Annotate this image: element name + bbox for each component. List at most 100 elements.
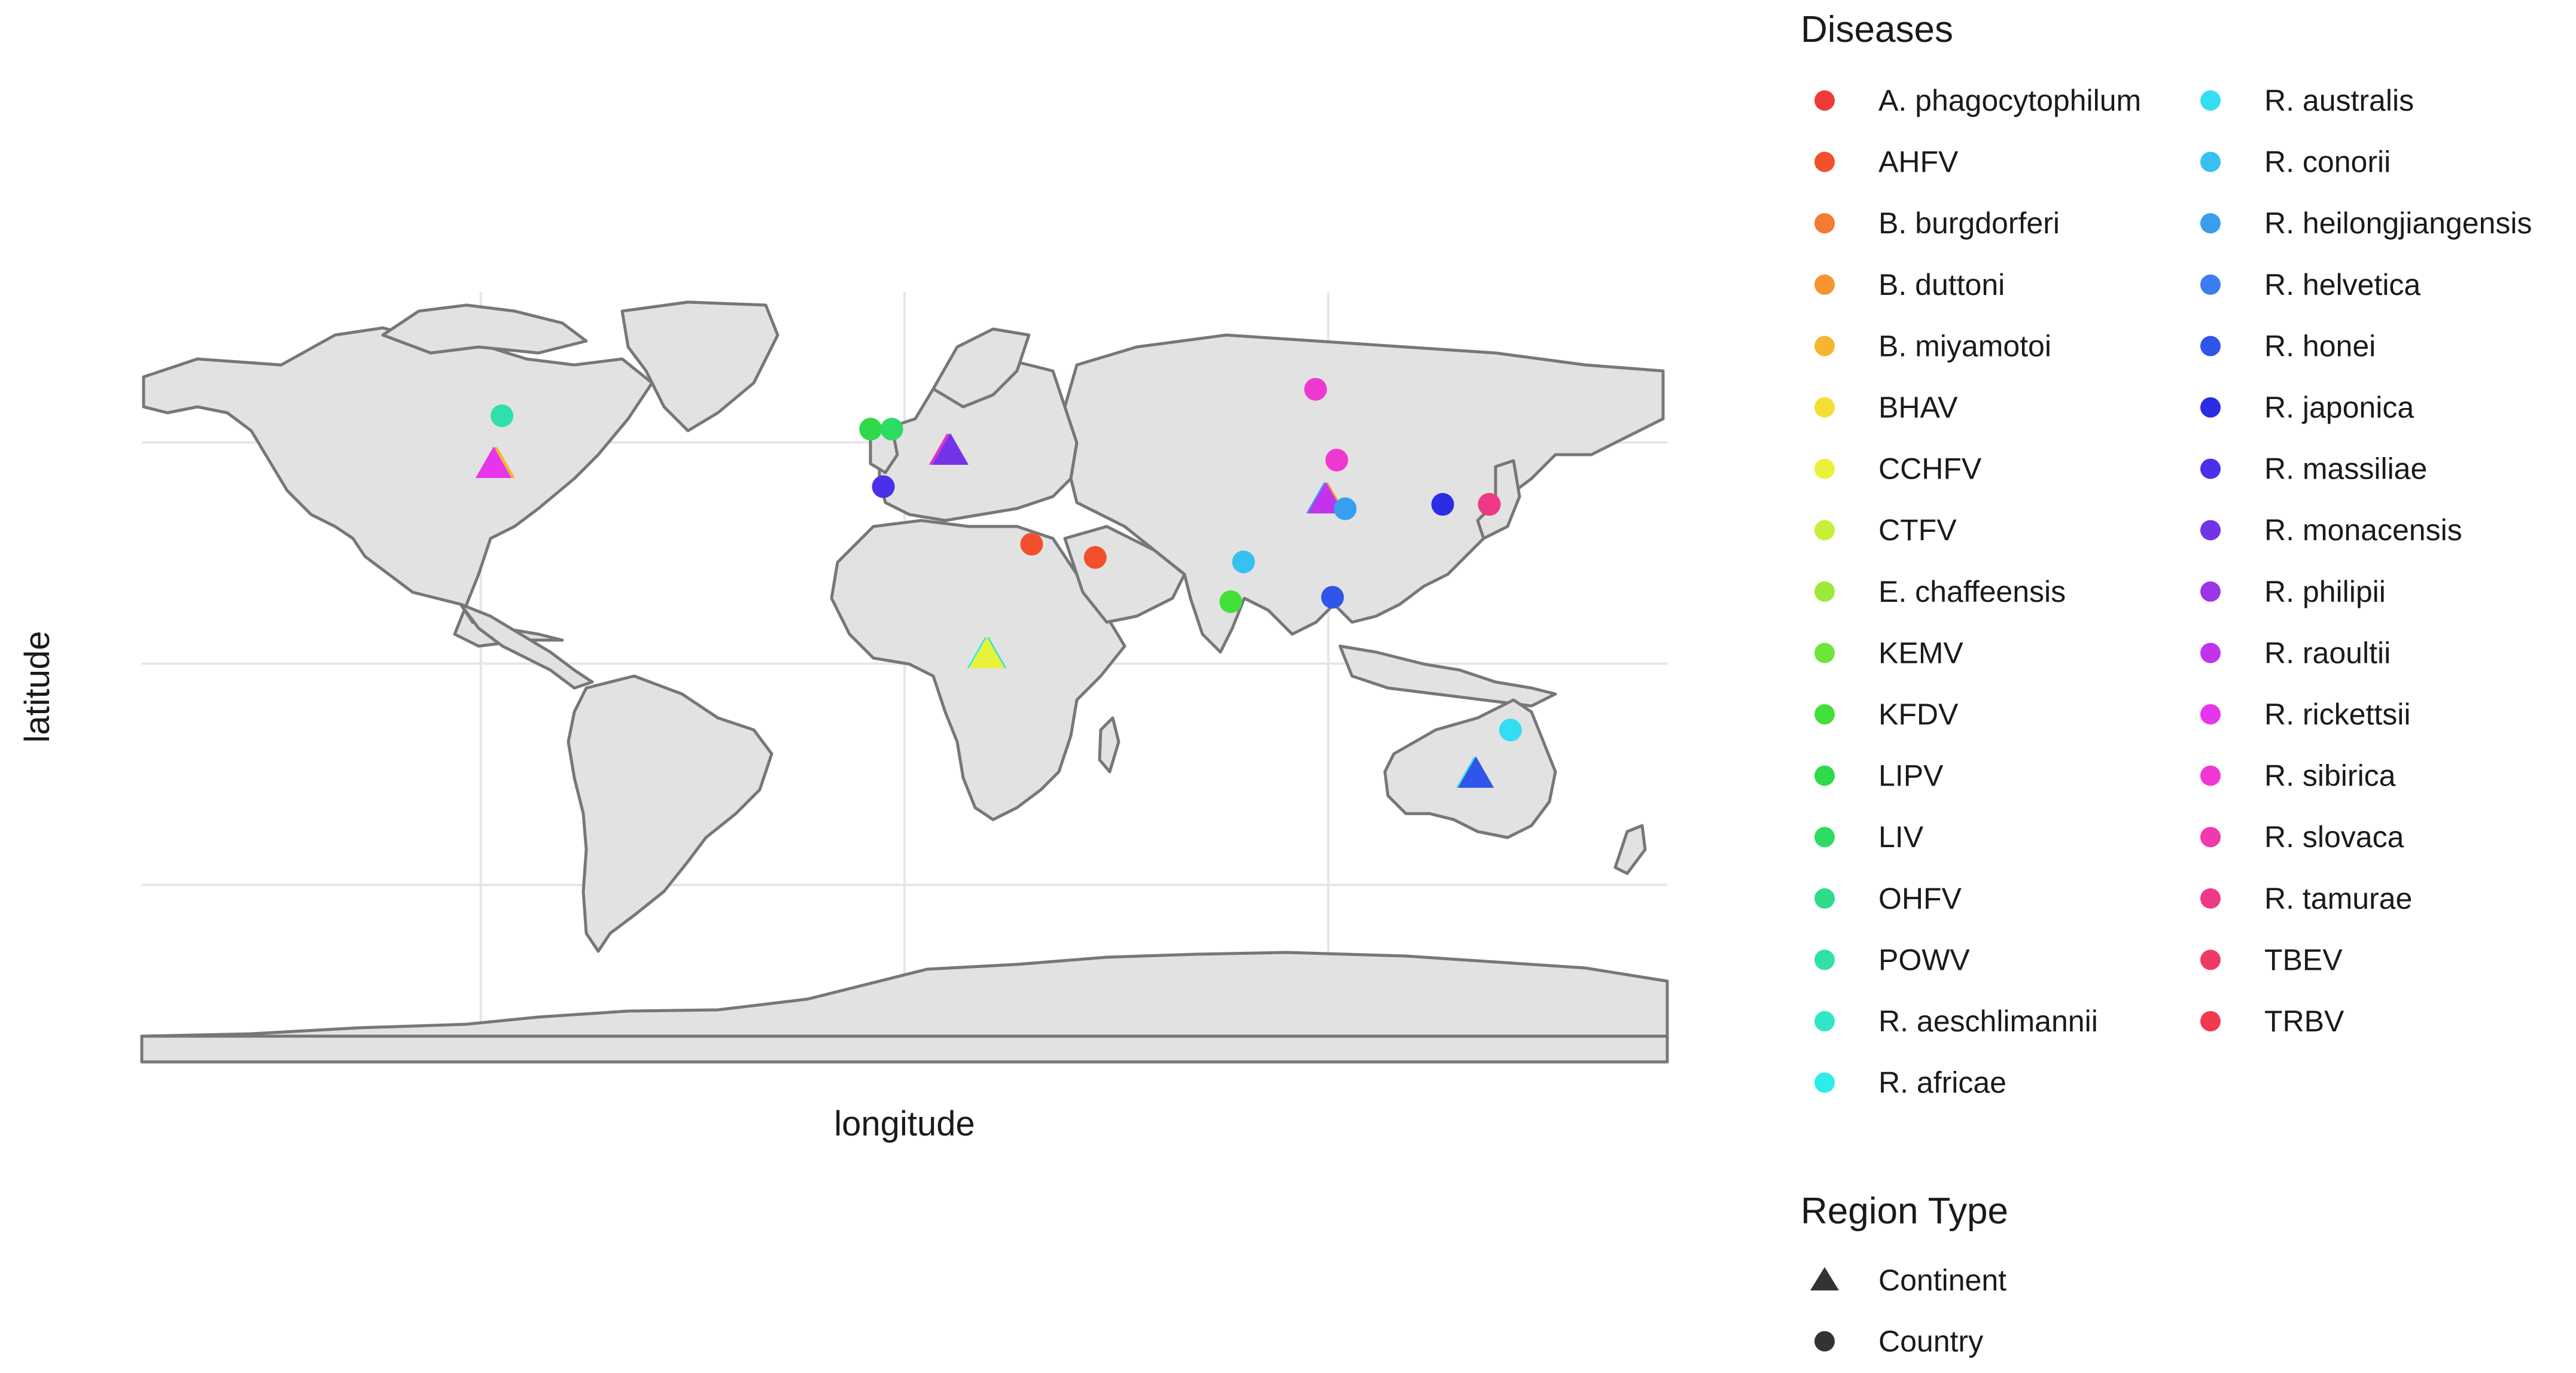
legend-swatch xyxy=(1814,888,1835,909)
legend-swatch xyxy=(1814,765,1835,786)
legend-label: R. monacensis xyxy=(2264,513,2462,547)
legend-item: A. phagocytophilum xyxy=(1814,84,2141,117)
legend-item: B. miyamotoi xyxy=(1814,329,2051,363)
legend-swatch xyxy=(1814,581,1835,602)
legend-swatch xyxy=(2200,213,2221,234)
legend-item: R. conorii xyxy=(2200,145,2391,179)
data-point-country xyxy=(880,418,903,441)
legend-label: B. burgdorferi xyxy=(1878,206,2060,240)
data-point-country xyxy=(1020,532,1043,556)
legend-item: R. philipii xyxy=(2200,575,2386,608)
africa xyxy=(830,519,1126,821)
legend-label: A. phagocytophilum xyxy=(1878,84,2141,117)
legend-swatch xyxy=(2200,520,2221,541)
legend-swatch xyxy=(1814,520,1835,541)
data-point-continent xyxy=(1458,756,1494,788)
legend-swatch xyxy=(2200,643,2221,663)
data-point-country xyxy=(1478,493,1501,516)
legend-swatch xyxy=(2200,1011,2221,1031)
legend-item: POWV xyxy=(1814,943,1970,976)
madagascar xyxy=(1098,716,1120,774)
legend-item: R. aeschlimannii xyxy=(1814,1004,2098,1038)
legend-swatch xyxy=(2200,827,2221,848)
legend-swatch xyxy=(1814,1072,1835,1093)
southeast-asia-islands xyxy=(1338,644,1557,708)
antarctica-base xyxy=(140,1034,1669,1064)
new-zealand xyxy=(1613,824,1647,875)
legend-triangle-swatch xyxy=(1810,1267,1839,1290)
legend-item: R. sibirica xyxy=(2200,759,2396,793)
legend-label: B. duttoni xyxy=(1878,268,2005,302)
legend-label: R. massiliae xyxy=(2264,452,2427,486)
legend: Diseases A. phagocytophilum AHFV B. burgdo… xyxy=(1801,9,2532,1358)
legend-item: R. africae xyxy=(1814,1066,2006,1100)
x-axis-title: longitude xyxy=(834,1104,975,1143)
asia xyxy=(1063,333,1665,654)
legend-label: POWV xyxy=(1878,943,1970,976)
north-america xyxy=(142,326,654,648)
color-legend-title: Diseases xyxy=(1801,9,1953,50)
legend-item: R. tamurae xyxy=(2200,882,2412,915)
legend-swatch xyxy=(2200,949,2221,970)
legend-swatch xyxy=(1814,274,1835,295)
legend-swatch xyxy=(1814,397,1835,418)
legend-label: R. aeschlimannii xyxy=(1878,1004,2098,1038)
south-america xyxy=(567,674,774,953)
legend-item: KEMV xyxy=(1814,636,1963,669)
legend-label: R. africae xyxy=(1878,1066,2006,1100)
data-point-continent xyxy=(932,433,969,465)
legend-swatch xyxy=(2200,581,2221,602)
legend-item: LIPV xyxy=(1814,759,1944,793)
legend-label: OHFV xyxy=(1878,882,1962,915)
legend-item: R. heilongjiangensis xyxy=(2200,206,2532,240)
scandinavia xyxy=(931,327,1031,409)
data-point-country xyxy=(1333,497,1357,520)
legend-label: E. chaffeensis xyxy=(1878,575,2066,608)
legend-swatch xyxy=(2200,397,2221,418)
legend-item: CCHFV xyxy=(1814,452,1982,486)
data-point-country xyxy=(491,404,514,428)
legend-item: R. helvetica xyxy=(2200,268,2420,302)
legend-label: R. slovaca xyxy=(2264,820,2404,854)
legend-label: R. tamurae xyxy=(2264,882,2412,915)
data-point-country xyxy=(1431,493,1454,516)
legend-item: R. australis xyxy=(2200,84,2414,117)
data-point-country xyxy=(1321,586,1344,609)
legend-label: KEMV xyxy=(1878,636,1963,669)
data-point-country xyxy=(1499,719,1522,742)
legend-swatch xyxy=(1814,213,1835,234)
data-point-country xyxy=(859,418,882,441)
legend-swatch xyxy=(1814,704,1835,724)
legend-swatch xyxy=(1814,336,1835,357)
legend-swatch xyxy=(2200,458,2221,479)
legend-swatch xyxy=(1814,827,1835,848)
color-legend-entries: A. phagocytophilum AHFV B. burgdorferi B. d… xyxy=(1814,84,2532,1100)
legend-item: R. massiliae xyxy=(2200,452,2427,486)
legend-swatch xyxy=(2200,704,2221,724)
shape-legend-label: Country xyxy=(1878,1325,1983,1358)
legend-item: CTFV xyxy=(1814,513,1957,547)
legend-swatch xyxy=(1814,151,1835,172)
legend-label: R. raoultii xyxy=(2264,636,2391,669)
legend-label: R. australis xyxy=(2264,84,2414,117)
legend-swatch xyxy=(2200,888,2221,909)
legend-item: BHAV xyxy=(1814,391,1958,424)
shape-legend-item: Continent xyxy=(1810,1264,2006,1297)
y-axis-title: latitude xyxy=(18,631,57,742)
legend-item: TRBV xyxy=(2200,1004,2344,1038)
legend-label: CCHFV xyxy=(1878,452,1982,486)
data-point-continent xyxy=(969,637,1005,669)
shape-legend-entries: Continent Country xyxy=(1810,1264,2006,1358)
greenland xyxy=(620,300,780,433)
data-points xyxy=(475,378,1522,788)
legend-swatch xyxy=(2200,90,2221,111)
legend-label: KFDV xyxy=(1878,698,1959,731)
legend-item: OHFV xyxy=(1814,882,1962,915)
legend-swatch xyxy=(1814,949,1835,970)
legend-label: R. heilongjiangensis xyxy=(2264,206,2532,240)
legend-label: R. philipii xyxy=(2264,575,2386,608)
legend-label: R. japonica xyxy=(2264,391,2414,424)
data-point-country xyxy=(872,475,895,498)
